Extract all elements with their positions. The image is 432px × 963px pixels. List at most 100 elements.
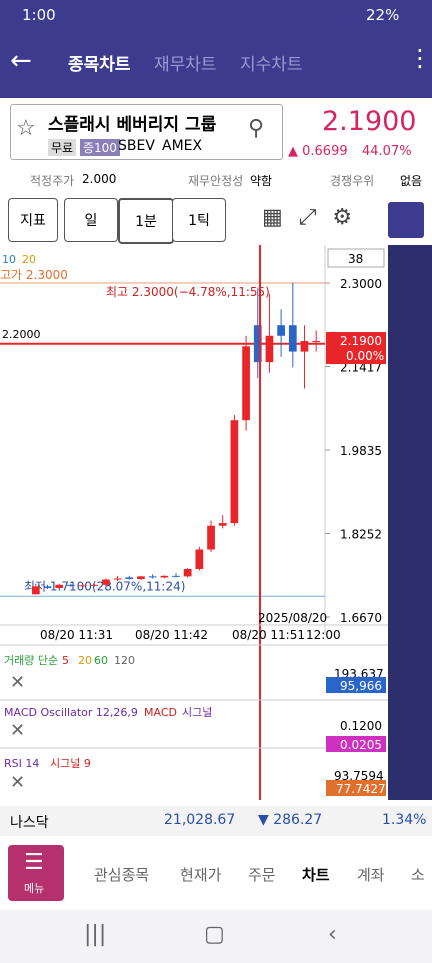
- more[interactable]: ⋮: [408, 44, 432, 72]
- nav-item[interactable]: 소: [411, 866, 425, 884]
- moat-label: 경쟁우위: [330, 174, 375, 188]
- android-nav: ||| ▢ ‹: [0, 910, 432, 963]
- ref-label: 2.2000: [2, 328, 41, 341]
- candle-body: [183, 568, 192, 577]
- candle-body: [137, 576, 145, 580]
- macd-name: MACD: [144, 706, 177, 719]
- volume-period: 60: [94, 654, 108, 667]
- candle-body: [265, 335, 274, 363]
- index-name: 나스닥: [10, 815, 49, 831]
- close-icon[interactable]: ✕: [10, 772, 25, 793]
- change-pct: 44.07%: [362, 144, 412, 159]
- count-box: [327, 248, 385, 268]
- candle-body: [230, 420, 239, 524]
- y-tick-label: 1.9835: [340, 444, 382, 458]
- volume-last: 95,966: [340, 679, 382, 693]
- moat-value: 없음: [400, 174, 423, 188]
- tab[interactable]: 종목차트: [68, 55, 131, 75]
- macd-title: MACD Oscillator 12,26,9: [4, 706, 138, 719]
- candle-body: [102, 579, 110, 585]
- index-row: [0, 806, 432, 836]
- volume-period: 20: [78, 654, 92, 667]
- ticker: SBEV: [118, 138, 155, 154]
- button[interactable]: 1분: [118, 198, 174, 244]
- nav-item[interactable]: 계좌: [357, 866, 385, 884]
- stability-label: 재무안정성: [188, 174, 244, 188]
- candle-body: [195, 549, 204, 569]
- stability-value: 약함: [250, 174, 273, 188]
- nav-item[interactable]: 관심종목: [94, 866, 150, 884]
- battery: 22%: [366, 6, 400, 24]
- volume-period: 5: [62, 654, 69, 667]
- candle-body: [31, 586, 40, 595]
- button[interactable]: 1틱: [172, 198, 226, 242]
- volume-title: 거래량 단순: [4, 654, 58, 667]
- current-price: 2.1900: [340, 334, 382, 348]
- exchange: AMEX: [162, 138, 203, 154]
- button[interactable]: 일: [64, 198, 118, 242]
- y-tick-label: 1.6670: [340, 611, 382, 625]
- candle-body: [55, 584, 64, 588]
- high-left: 고가 2.3000: [0, 268, 68, 282]
- macd-last-box: [326, 736, 386, 752]
- stock-name: 스플래시 베버리지 그룹: [48, 115, 217, 135]
- x-tick-label: 12:00: [306, 628, 341, 642]
- back[interactable]: ←: [10, 46, 32, 76]
- close-icon[interactable]: ✕: [10, 720, 25, 741]
- x-tick-label: 08/20 11:51: [232, 628, 305, 642]
- fair-label: 적정주가: [30, 174, 75, 188]
- candle-body: [148, 576, 157, 578]
- rsi-top: 93.7594: [334, 769, 384, 783]
- close-icon[interactable]: ✕: [10, 672, 25, 693]
- change: ▲ 0.6699: [288, 144, 348, 159]
- rsi-last: 77.7427: [336, 782, 386, 796]
- current-box: [326, 332, 386, 365]
- index-value: 21,028.67: [164, 812, 236, 828]
- tool-active[interactable]: [388, 202, 424, 238]
- nav-item[interactable]: 주문: [248, 866, 276, 884]
- menu-label: 메뉴: [24, 882, 45, 895]
- nav-item[interactable]: 차트: [302, 866, 330, 884]
- candle-body: [90, 584, 99, 586]
- volume-period: 120: [114, 654, 135, 667]
- tool-icons[interactable]: ▦⤢⚙: [262, 205, 369, 230]
- menu-button[interactable]: [8, 845, 64, 901]
- candle-body: [207, 525, 215, 550]
- candle-body: [160, 575, 169, 578]
- margin: 증100: [80, 139, 120, 156]
- x-tick-label: 08/20 11:42: [135, 628, 208, 642]
- candle-body: [172, 575, 180, 577]
- time: 1:00: [22, 6, 56, 24]
- menu-icon: ☰: [24, 850, 44, 875]
- macd-top: 0.1200: [340, 719, 382, 733]
- rsi-title: RSI 14: [4, 757, 39, 770]
- star[interactable]: ☆: [16, 116, 36, 141]
- price: 2.1900: [322, 106, 417, 137]
- ma-legend: 10: [2, 253, 16, 266]
- tab[interactable]: 지수차트: [240, 55, 303, 75]
- candle-body: [43, 586, 52, 588]
- tab[interactable]: 재무차트: [154, 55, 217, 75]
- fair-value: 2.000: [82, 172, 117, 186]
- count: 38: [348, 252, 363, 266]
- header: [0, 0, 432, 98]
- macd-signal: 시그널: [182, 706, 212, 719]
- index-pct: 1.34%: [382, 812, 427, 828]
- candle-body: [277, 325, 285, 336]
- y-tick-label: 2.3000: [340, 277, 382, 291]
- ma-legend: 20: [22, 253, 36, 266]
- candle-body: [288, 325, 297, 352]
- y-tick-label: 1.8252: [340, 528, 382, 542]
- button[interactable]: 지표: [8, 198, 58, 242]
- search[interactable]: ⚲: [248, 116, 265, 141]
- candle-body: [218, 523, 227, 526]
- candle-body: [253, 325, 262, 363]
- x-tick-label: 08/20 11:31: [40, 628, 113, 642]
- nav-item[interactable]: 현재가: [180, 866, 222, 884]
- index-change: ▼ 286.27: [258, 812, 323, 828]
- candle-body: [300, 341, 309, 352]
- stock-box[interactable]: [10, 104, 283, 160]
- rsi-last-box: [326, 780, 386, 796]
